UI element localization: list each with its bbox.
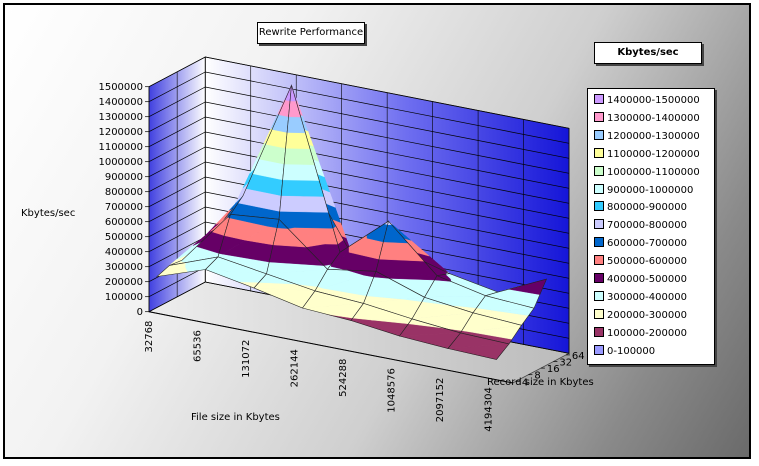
legend-swatch [594,255,604,266]
x-tick-label: 524288 [338,359,349,397]
y-tick-label: 1000000 [98,157,143,168]
legend-label: 400000-500000 [607,274,687,285]
surface-band [279,195,329,213]
x-axis-label: File size in Kbytes [191,412,280,423]
legend-label: 300000-400000 [607,291,687,303]
legend-label: 700000-800000 [607,220,687,232]
legend-item: 0-100000 [594,344,656,359]
legend-label: 1200000-1300000 [607,130,700,142]
y-axis-label: Kbytes/sec [21,208,76,219]
legend-swatch [594,273,604,283]
x-tick-label: 262144 [289,349,300,387]
legend-swatch [594,129,604,140]
surface-mesh [447,332,510,360]
legend-swatch [594,111,604,122]
y-tick-label: 700000 [105,202,143,213]
surface-plot [156,84,548,360]
legend-swatch [594,308,604,319]
y-tick-label: 400000 [105,247,143,258]
legend-swatch [594,165,604,176]
legend-label: 0-100000 [607,345,656,357]
legend-label: 1000000-1100000 [607,166,700,178]
surface-band [283,148,315,165]
legend-label: 800000-900000 [607,202,687,214]
legend-item: 900000-1000000 [594,183,694,198]
y-tick-label: 1300000 [98,112,143,123]
z-tick-label: 8 [534,371,540,382]
legend-swatch [594,290,604,301]
chart-title: Rewrite Performance [257,22,365,44]
x-tick-label: 32768 [144,321,155,353]
z-tick-label: 32 [559,358,572,369]
legend-item: 1300000-1400000 [594,111,700,126]
legend-item: 200000-300000 [594,308,687,323]
legend-label: 1300000-1400000 [607,112,700,124]
legend-label: 900000-1000000 [607,184,694,196]
y-tick-label: 1500000 [98,82,143,93]
legend-item: 1000000-1100000 [594,165,700,180]
x-tick-label: 131072 [241,340,252,378]
legend: 1400000-1500000 1300000-1400000 1200000-13… [587,88,715,365]
y-tick-label: 600000 [105,217,143,228]
legend-label: 200000-300000 [607,309,687,321]
legend-swatch [594,183,604,194]
legend-item: 600000-700000 [594,237,687,251]
legend-swatch [594,201,604,212]
x-tick-label: 1048576 [386,368,397,413]
legend-item: 100000-200000 [594,326,687,341]
y-tick-label: 1200000 [98,127,143,138]
surface-band [280,179,325,197]
y-tick-label: 900000 [105,172,143,183]
legend-swatch [594,344,604,355]
chart-axes: 0 100000 200000 300000 400000 500000 600000 700… [98,82,584,431]
legend-item: 400000-500000 [594,273,687,287]
y-tick-label: 0 [137,307,143,318]
x-tick-label: 2097152 [435,378,446,423]
y-tick-label: 1400000 [98,97,143,108]
legend-swatch [594,94,604,104]
legend-swatch [594,237,604,248]
legend-item: 800000-900000 [594,201,687,215]
legend-swatch [594,326,604,337]
x-tick-label: 65536 [192,330,203,362]
legend-item: 1100000-1200000 [594,147,700,162]
z-tick-label: 16 [547,364,560,375]
y-tick-label: 500000 [105,232,143,243]
legend-title: Kbytes/sec [594,42,702,64]
legend-item: 700000-800000 [594,219,687,233]
legend-item: 300000-400000 [594,290,687,305]
z-axis-label: Record size in Kbytes [487,377,594,388]
y-tick-label: 300000 [105,262,143,273]
legend-label: 600000-700000 [607,238,687,250]
y-tick-label: 100000 [105,292,143,303]
legend-label: 1400000-1500000 [607,95,700,106]
z-tick-label: 64 [572,351,585,362]
y-tick-label: 1100000 [98,142,143,153]
legend-label: 500000-600000 [607,256,687,268]
legend-item: 1400000-1500000 [594,94,700,108]
legend-label: 100000-200000 [607,327,687,339]
surface-band [282,163,320,181]
x-axis-line [148,311,513,384]
y-tick-label: 800000 [105,187,143,198]
y-tick-label: 200000 [105,277,143,288]
x-tick-label: 4194304 [483,387,494,432]
legend-item: 500000-600000 [594,255,687,269]
legend-item: 1200000-1300000 [594,129,700,144]
z-tick-label: 4 [522,377,528,388]
legend-swatch [594,219,604,230]
legend-swatch [594,147,604,158]
legend-label: 1100000-1200000 [607,148,700,160]
